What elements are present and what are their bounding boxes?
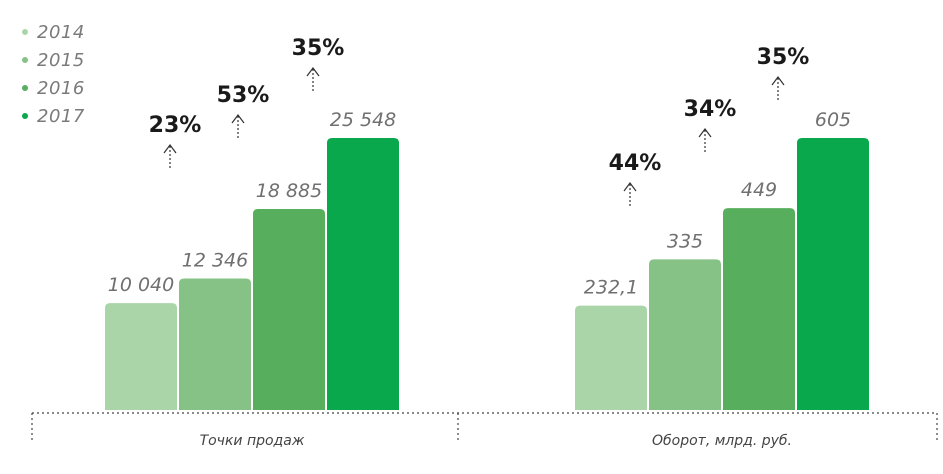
- growth-label: 23%: [149, 113, 202, 138]
- growth-label: 35%: [292, 36, 345, 61]
- legend-dot-icon: [22, 113, 28, 119]
- growth-label: 34%: [684, 97, 737, 122]
- arrow-head-icon: [771, 76, 785, 86]
- bar-points-2015: [179, 278, 251, 410]
- bar-turnover-2015: [649, 259, 721, 410]
- legend-dot-icon: [22, 29, 28, 35]
- legend-dot-icon: [22, 85, 28, 91]
- data-label: 605: [815, 109, 851, 131]
- legend-label: 2016: [37, 77, 85, 99]
- legend-item-2017: 2017: [22, 102, 85, 130]
- legend: 2014 2015 2016 2017: [22, 18, 85, 130]
- data-label: 232,1: [584, 277, 638, 299]
- data-label: 25 548: [330, 109, 396, 131]
- bar-points-2014: [105, 303, 177, 410]
- data-label: 449: [741, 179, 777, 201]
- legend-item-2016: 2016: [22, 74, 85, 102]
- growth-label: 35%: [757, 45, 810, 70]
- legend-item-2015: 2015: [22, 46, 85, 74]
- arrow-head-icon: [163, 144, 177, 154]
- legend-label: 2014: [37, 21, 85, 43]
- legend-label: 2017: [37, 105, 85, 127]
- bar-points-2017: [327, 138, 399, 410]
- growth-label: 53%: [217, 83, 270, 108]
- legend-dot-icon: [22, 57, 28, 63]
- legend-label: 2015: [37, 49, 85, 71]
- data-label: 12 346: [182, 250, 248, 272]
- bar-turnover-2014: [575, 305, 647, 410]
- legend-item-2014: 2014: [22, 18, 85, 46]
- arrow-head-icon: [623, 182, 637, 192]
- category-label: Точки продаж: [200, 433, 305, 449]
- bar-turnover-2016: [723, 208, 795, 410]
- data-label: 10 040: [108, 274, 174, 296]
- growth-label: 44%: [609, 151, 662, 176]
- data-label: 335: [667, 230, 703, 252]
- arrow-head-icon: [231, 114, 245, 124]
- category-label: Оборот, млрд. руб.: [652, 433, 792, 449]
- data-label: 18 885: [256, 180, 322, 202]
- arrow-head-icon: [306, 67, 320, 77]
- arrow-head-icon: [698, 128, 712, 138]
- bar-turnover-2017: [797, 138, 869, 410]
- bar-points-2016: [253, 208, 325, 410]
